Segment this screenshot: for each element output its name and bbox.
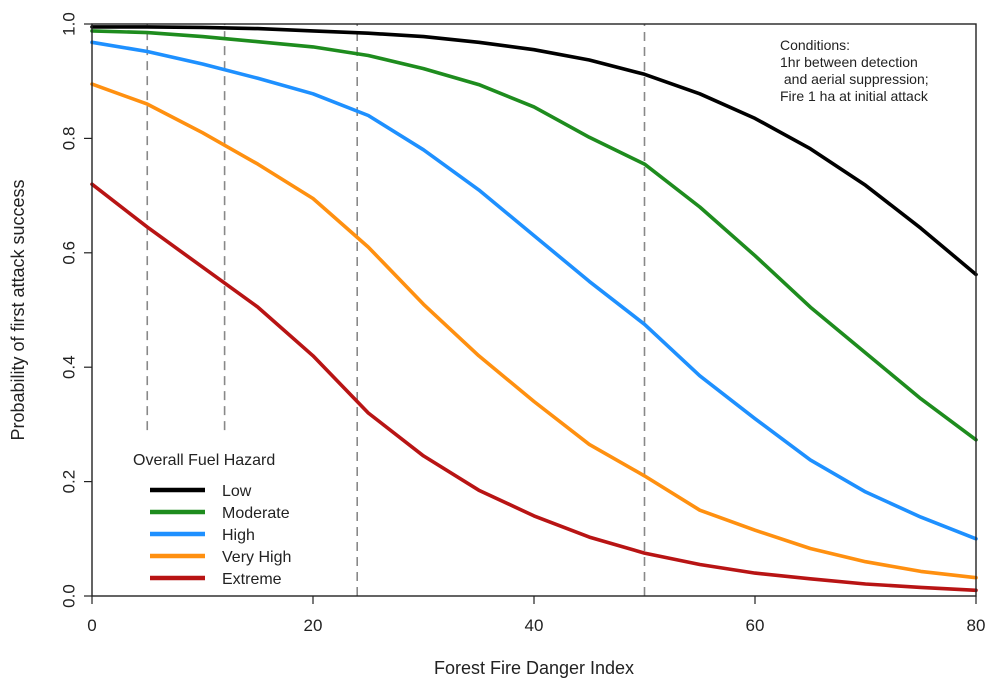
series-line-extreme — [90, 182, 978, 593]
legend-entry: High — [222, 527, 255, 544]
series-line-high — [90, 40, 978, 541]
x-tick-label: 0 — [87, 616, 96, 635]
y-tick-label: 0.8 — [59, 127, 78, 151]
series-line-very-high — [90, 82, 978, 580]
x-tick-label: 80 — [967, 616, 986, 635]
axes: 0 20 40 60 80 0.0 0.2 0.4 0.6 0.8 1.0 Forest Fire D… — [8, 12, 985, 678]
annotation-line: Conditions: — [780, 37, 850, 53]
y-tick-label: 0.0 — [59, 584, 78, 608]
series-lines — [90, 25, 978, 593]
x-tick-label: 40 — [525, 616, 544, 635]
legend-entry: Very High — [222, 549, 291, 566]
y-tick-label: 0.6 — [59, 241, 78, 265]
y-tick-label: 0.2 — [59, 470, 78, 494]
legend-entry: Moderate — [222, 505, 290, 522]
annotation-line: 1hr between detection — [780, 54, 918, 70]
legend-title: Overall Fuel Hazard — [133, 452, 275, 469]
x-tick-label: 60 — [746, 616, 765, 635]
y-axis-label: Probability of first attack success — [8, 179, 28, 440]
series-line-moderate — [90, 29, 978, 442]
legend-entry: Low — [222, 483, 252, 500]
x-tick-label: 20 — [304, 616, 323, 635]
y-tick-label: 1.0 — [59, 12, 78, 36]
x-axis-label: Forest Fire Danger Index — [434, 658, 634, 678]
legend-entry: Extreme — [222, 571, 282, 588]
series-line-low — [90, 25, 978, 277]
legend: Overall Fuel Hazard Low Moderate High Very H… — [133, 452, 291, 588]
y-tick-label: 0.4 — [59, 355, 78, 379]
annotation-line: Fire 1 ha at initial attack — [780, 88, 929, 104]
annotation-line: and aerial suppression; — [780, 71, 929, 87]
conditions-annotation: Conditions:1hr between detection and aer… — [780, 37, 929, 104]
